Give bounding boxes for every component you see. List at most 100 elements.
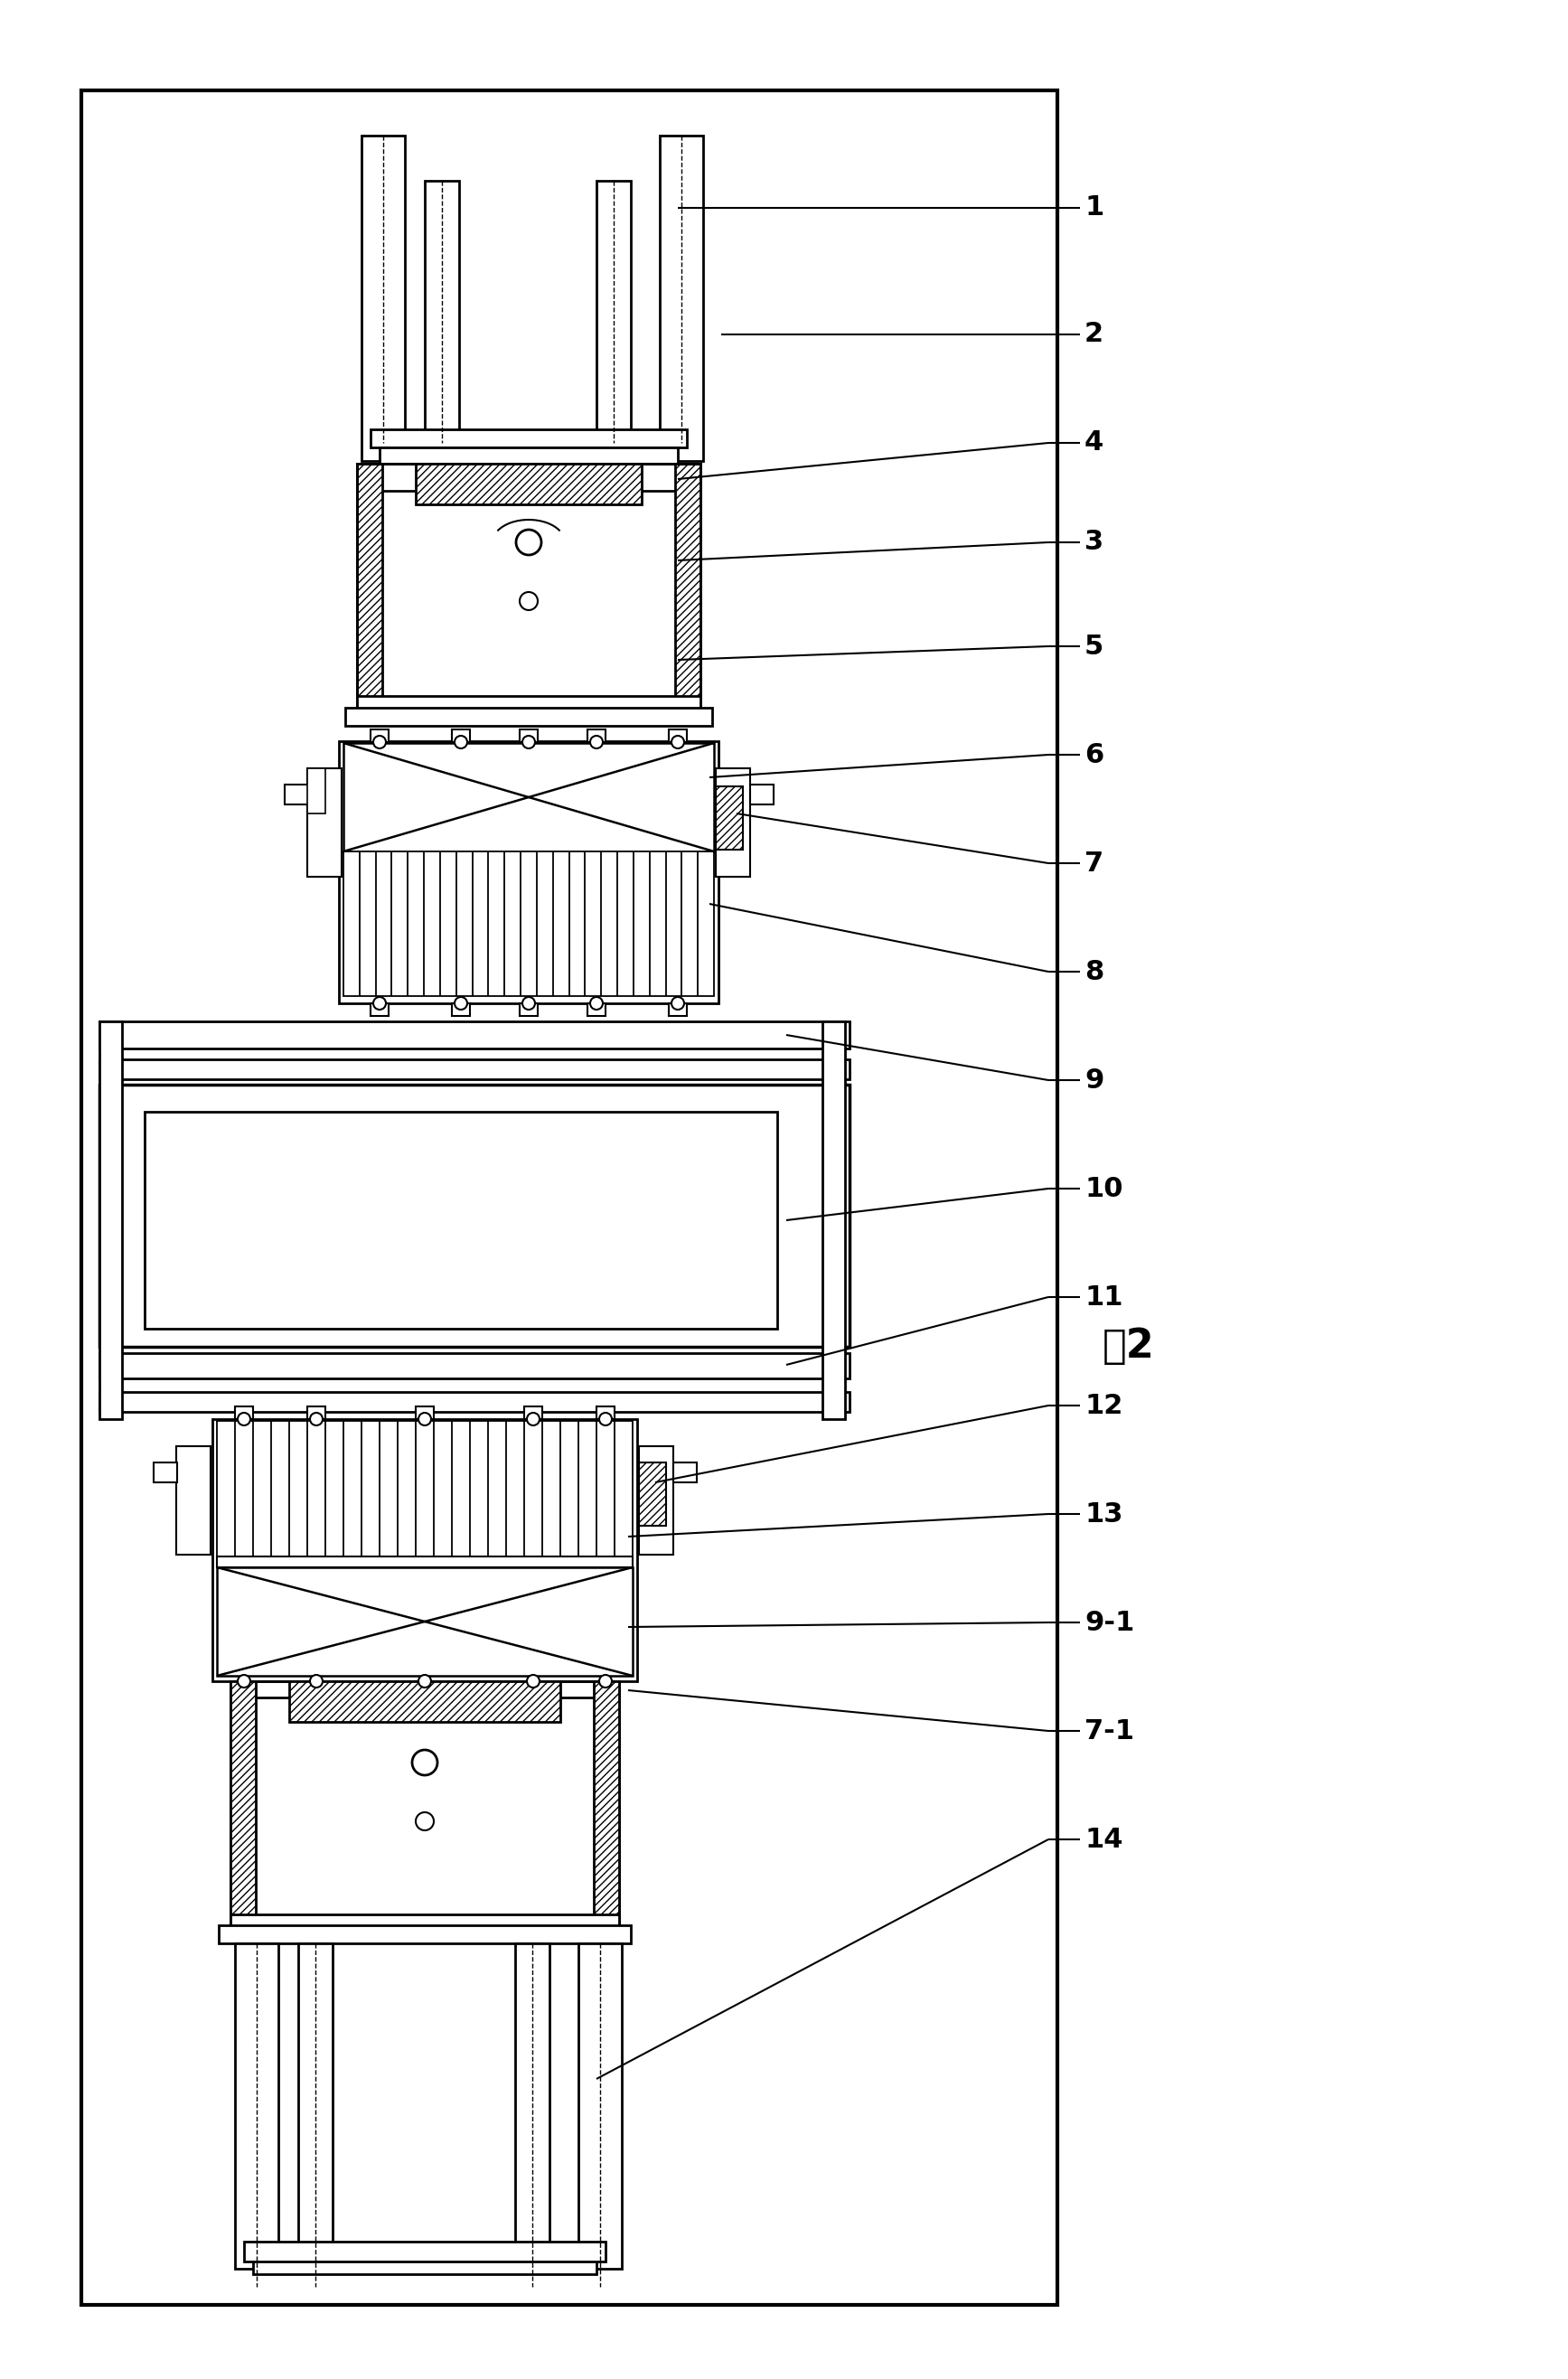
Bar [298, 1944, 332, 2270]
Bar [235, 1406, 252, 1420]
Bar [519, 730, 538, 742]
Bar [285, 785, 309, 804]
Bar [358, 464, 701, 490]
Bar [307, 768, 342, 878]
Bar [588, 730, 605, 742]
Circle shape [671, 735, 684, 749]
Bar [676, 464, 701, 707]
Circle shape [599, 1413, 612, 1425]
Bar [307, 768, 325, 814]
Bar [216, 1420, 632, 1556]
Circle shape [590, 997, 602, 1009]
Circle shape [455, 735, 467, 749]
Bar [416, 464, 641, 504]
Bar [452, 730, 470, 742]
Bar [307, 1406, 325, 1420]
Text: 4: 4 [1085, 431, 1104, 457]
Bar [596, 1406, 615, 1420]
Circle shape [238, 1675, 251, 1687]
Circle shape [599, 1675, 612, 1687]
Bar [588, 1004, 605, 1016]
Bar [519, 1004, 538, 1016]
Bar [230, 1682, 256, 1925]
Bar [82, 90, 1057, 2305]
Bar [750, 785, 773, 804]
Text: 5: 5 [1085, 633, 1104, 659]
Bar [638, 1446, 673, 1553]
Bar [99, 1085, 850, 1347]
Bar [252, 2258, 596, 2274]
Bar [673, 1463, 696, 1482]
Bar [425, 181, 459, 462]
Circle shape [416, 1813, 434, 1829]
Bar [343, 852, 713, 997]
Bar [144, 1111, 778, 1330]
Bar [416, 1406, 434, 1420]
Bar [579, 1944, 622, 2270]
Bar [362, 136, 405, 462]
Circle shape [522, 735, 535, 749]
Bar [370, 730, 389, 742]
Text: 图2: 图2 [1102, 1327, 1154, 1366]
Bar [452, 1004, 470, 1016]
Circle shape [519, 592, 538, 609]
Bar [235, 1944, 279, 2270]
Bar [99, 1392, 850, 1411]
Text: 3: 3 [1085, 528, 1104, 554]
Bar [216, 1568, 632, 1675]
Text: 9: 9 [1085, 1068, 1104, 1094]
Text: 11: 11 [1085, 1285, 1123, 1311]
Circle shape [522, 997, 535, 1009]
Circle shape [590, 735, 602, 749]
Circle shape [412, 1751, 437, 1775]
Bar [212, 1420, 637, 1682]
Bar [358, 464, 383, 707]
Bar [524, 1682, 543, 1694]
Bar [154, 1463, 177, 1482]
Bar [245, 2241, 605, 2262]
Bar [345, 707, 712, 726]
Bar [379, 447, 677, 464]
Text: 9-1: 9-1 [1085, 1608, 1134, 1637]
Bar [99, 1059, 850, 1080]
Bar [216, 1556, 632, 1568]
Bar [660, 136, 702, 462]
Circle shape [455, 997, 467, 1009]
Bar [99, 1354, 850, 1377]
Bar [715, 768, 750, 878]
Bar [307, 1682, 325, 1694]
Bar [670, 730, 687, 742]
Bar [524, 1406, 543, 1420]
Bar [596, 181, 630, 462]
Bar [339, 742, 718, 1004]
Text: 14: 14 [1085, 1827, 1123, 1853]
Bar [358, 464, 701, 707]
Bar [370, 428, 687, 447]
Text: 10: 10 [1085, 1175, 1123, 1201]
Bar [343, 742, 713, 852]
Text: 2: 2 [1085, 321, 1104, 347]
Circle shape [310, 1675, 323, 1687]
Text: 7: 7 [1085, 849, 1104, 875]
Bar [176, 1446, 210, 1553]
Circle shape [527, 1413, 539, 1425]
Bar [230, 1682, 619, 1925]
Text: 1: 1 [1085, 195, 1104, 221]
Bar [218, 1925, 630, 1944]
Circle shape [373, 735, 386, 749]
Circle shape [419, 1675, 431, 1687]
Bar [370, 1004, 389, 1016]
Text: 7-1: 7-1 [1085, 1718, 1134, 1744]
Circle shape [238, 1413, 251, 1425]
Bar [230, 1915, 619, 1932]
Bar [715, 787, 743, 849]
Bar [230, 1682, 619, 1699]
Bar [638, 1463, 666, 1525]
Bar [358, 697, 701, 711]
Circle shape [419, 1413, 431, 1425]
Text: 8: 8 [1085, 959, 1104, 985]
Bar [516, 1944, 549, 2270]
Bar [289, 1682, 560, 1722]
Circle shape [310, 1413, 323, 1425]
Text: 12: 12 [1085, 1392, 1123, 1418]
